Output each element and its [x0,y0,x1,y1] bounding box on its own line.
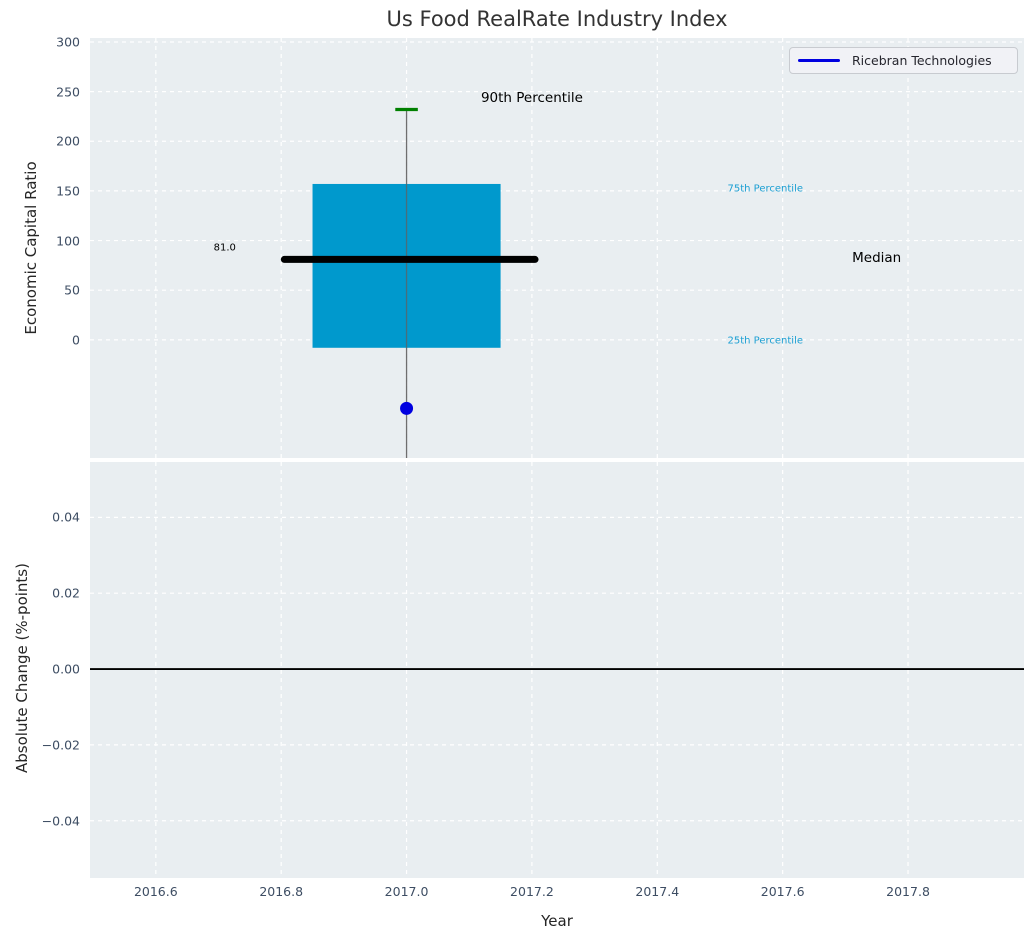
top-axes-economic-capital-ratio [90,38,1024,458]
x-axis-label: Year [541,912,573,930]
x-tick-label: 2017.6 [760,884,805,899]
legend-entry-ricebran-technologies: Ricebran Technologies [852,53,992,68]
y-tick-label: −0.02 [41,737,80,753]
annotation-90th-percentile: 90th Percentile [480,89,583,106]
y-tick-label: 0 [72,332,80,348]
chart-title: Us Food RealRate Industry Index [386,7,728,31]
y-tick-label: 200 [56,133,80,149]
y-tick-label: 0.04 [52,509,80,525]
y-tick-label: 250 [56,84,80,100]
x-tick-label: 2017.4 [635,884,680,899]
y-tick-label: −0.04 [41,813,80,829]
x-tick-label: 2017.8 [886,884,930,899]
y-tick-label: 0.00 [52,661,80,677]
annotation-81-0: 81.0 [213,242,236,254]
y-tick-label: 50 [64,282,80,298]
x-tick-label: 2017.0 [384,884,429,899]
y-tick-label: 150 [56,183,80,199]
y-tick-label: 100 [56,233,80,249]
x-tick-label: 2016.6 [133,884,178,899]
annotation-median: Median [852,250,902,267]
bottom-axes-absolute-change [90,462,1024,878]
x-tick-label: 2016.8 [259,884,304,899]
annotation-75th-percentile: 75th Percentile [727,183,804,195]
legend: Ricebran Technologies [789,47,1018,74]
x-tick-label: 2017.2 [510,884,554,899]
y-tick-label: 0.02 [52,585,80,601]
y-tick-label: 300 [56,34,80,50]
annotation-25th-percentile: 25th Percentile [727,335,804,347]
legend-line-sample [798,59,840,62]
